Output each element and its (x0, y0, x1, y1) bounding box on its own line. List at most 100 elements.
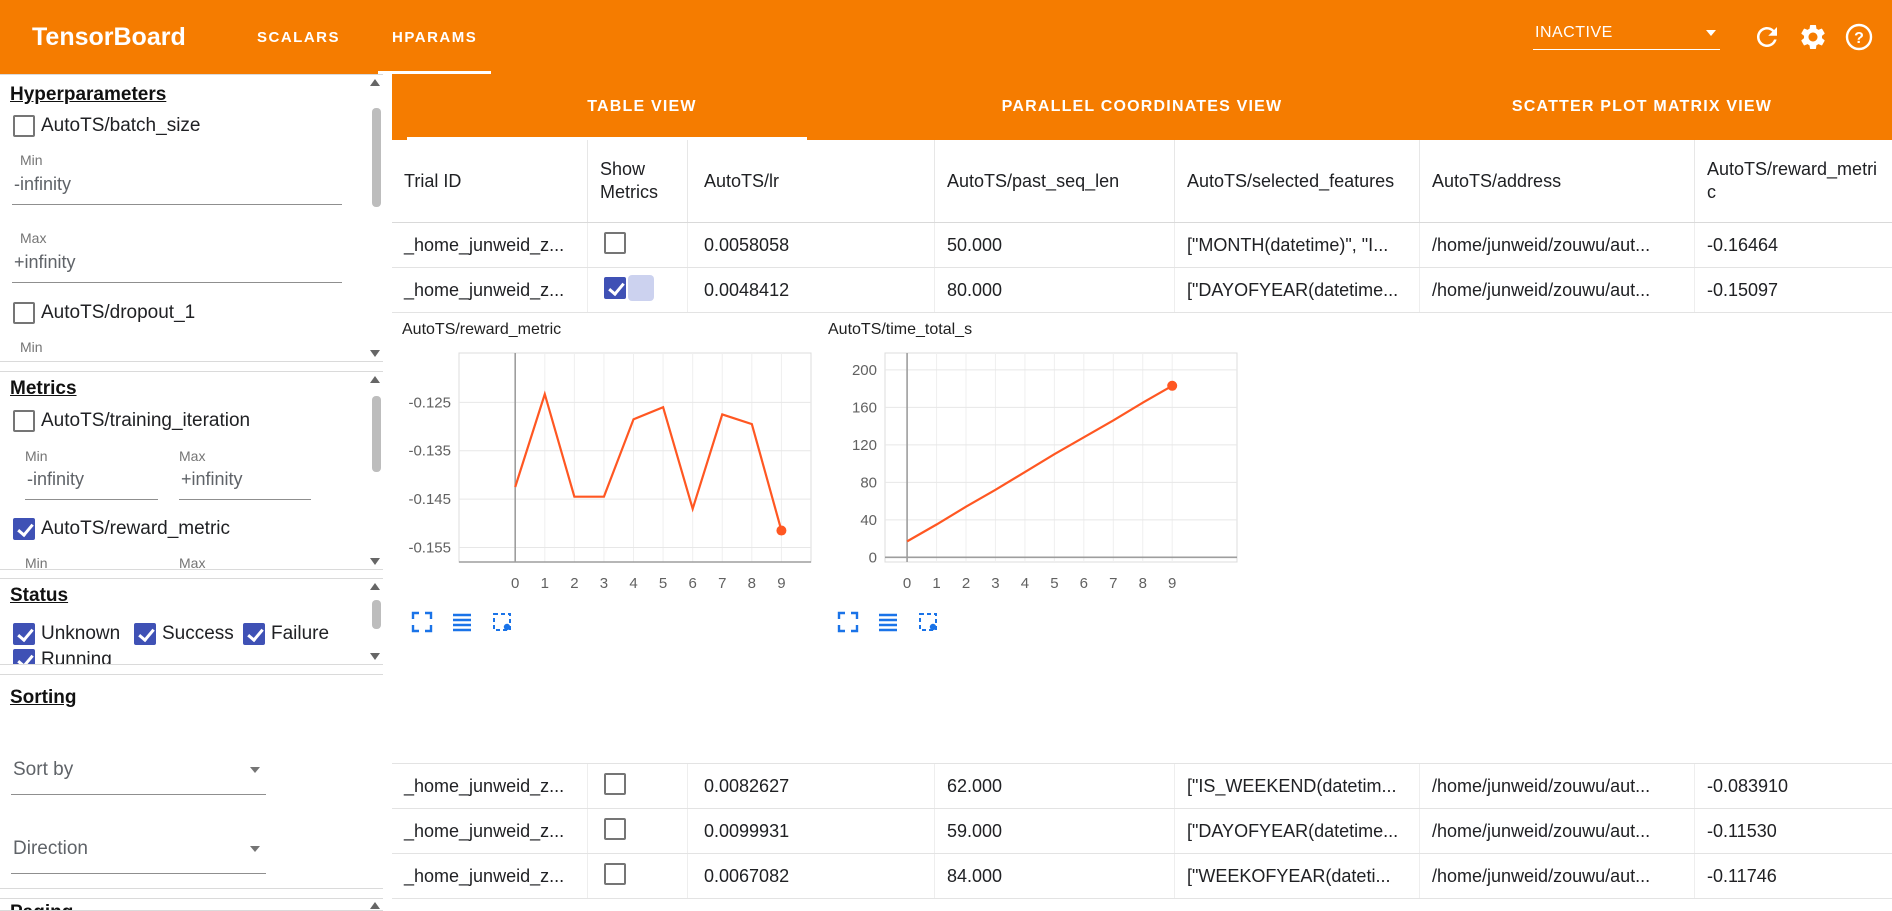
fit-selection-icon[interactable] (490, 610, 514, 634)
scrollbar-thumb[interactable] (372, 396, 381, 472)
reward-metric-chart: AutoTS/reward_metric -0.125 -0.135 -0.145-… (397, 321, 817, 634)
svg-text:7: 7 (1109, 575, 1117, 592)
cell-address: /home/junweid/zouwu/aut... (1420, 854, 1695, 898)
show-metrics-checkbox[interactable] (604, 862, 626, 885)
refresh-icon[interactable] (1750, 20, 1784, 54)
status-failure-label: Failure (271, 623, 330, 644)
chart-toolbar (836, 610, 1243, 634)
show-metrics-checkbox[interactable] (604, 817, 626, 840)
cell-reward-metric: -0.083910 (1707, 775, 1789, 796)
status-unknown-checkbox[interactable] (13, 623, 35, 645)
chart-title: AutoTS/time_total_s (828, 321, 973, 338)
batch-size-checkbox[interactable] (13, 115, 35, 137)
app-header: TensorBoard SCALARS HPARAMS INACTIVE ? (0, 0, 1892, 74)
view-tabs: TABLE VIEW PARALLEL COORDINATES VIEW SCA… (392, 74, 1892, 140)
paging-title: Paging (10, 902, 73, 910)
metrics-title: Metrics (10, 378, 77, 399)
cell-trial-id: _home_junweid_z... (392, 809, 588, 853)
svg-text:40: 40 (860, 512, 877, 529)
cell-selected-features: ["WEEKOFYEAR(dateti... (1175, 854, 1420, 898)
paging-panel: Paging (0, 898, 383, 911)
svg-text:80: 80 (860, 474, 877, 491)
reward-max-label: Max (179, 555, 206, 570)
cell-lr: 0.0082627 (688, 764, 935, 808)
fit-selection-icon[interactable] (916, 610, 940, 634)
checkbox-ripple (628, 274, 654, 301)
status-success-checkbox[interactable] (134, 623, 156, 645)
metric-max-field[interactable]: +infinity (179, 469, 311, 500)
svg-text:?: ? (1854, 30, 1864, 47)
batch-size-min-field[interactable]: -infinity (12, 174, 342, 205)
view-data-icon[interactable] (876, 610, 900, 634)
scroll-up-icon[interactable] (370, 583, 380, 590)
tab-scalars[interactable]: SCALARS (257, 28, 341, 46)
sorting-title: Sorting (10, 687, 77, 708)
status-running-checkbox[interactable] (13, 649, 35, 664)
svg-text:9: 9 (777, 575, 785, 592)
batch-size-max-field[interactable]: +infinity (12, 252, 342, 283)
svg-text:1: 1 (541, 575, 549, 592)
tab-table-view[interactable]: TABLE VIEW (392, 74, 892, 140)
scrollbar-thumb[interactable] (372, 600, 381, 629)
batch-size-min-label: Min (20, 152, 43, 168)
show-metrics-checkbox[interactable] (604, 772, 626, 795)
scroll-down-icon[interactable] (370, 653, 380, 660)
fullscreen-icon[interactable] (836, 610, 860, 634)
fullscreen-icon[interactable] (410, 610, 434, 634)
svg-text:-0.125: -0.125 (408, 394, 451, 411)
scroll-down-icon[interactable] (370, 350, 380, 357)
scroll-up-icon[interactable] (370, 376, 380, 383)
chart-title: AutoTS/reward_metric (402, 321, 562, 338)
show-metrics-checkbox[interactable] (604, 276, 626, 299)
dropout-checkbox[interactable] (13, 302, 35, 324)
cell-address: /home/junweid/zouwu/aut... (1420, 268, 1695, 312)
chart-toolbar (410, 610, 817, 634)
cell-past-seq-len: 59.000 (935, 809, 1175, 853)
svg-text:4: 4 (629, 575, 637, 592)
tab-hparams[interactable]: HPARAMS (366, 0, 503, 74)
reward-metric-checkbox[interactable] (13, 518, 35, 540)
col-header-past-seq-len: AutoTS/past_seq_len (935, 140, 1175, 222)
training-iteration-checkbox[interactable] (13, 410, 35, 432)
app-title: TensorBoard (32, 22, 186, 51)
svg-text:3: 3 (600, 575, 608, 592)
tab-parallel-coordinates-view[interactable]: PARALLEL COORDINATES VIEW (1001, 98, 1283, 115)
cell-reward-metric: -0.11746 (1707, 865, 1777, 886)
svg-text:8: 8 (1139, 575, 1147, 592)
chevron-down-icon (250, 846, 260, 852)
scroll-up-icon[interactable] (370, 79, 380, 86)
run-status-dropdown[interactable]: INACTIVE (1533, 24, 1720, 50)
metric-min-field[interactable]: -infinity (25, 469, 158, 500)
direction-dropdown[interactable]: Direction (11, 838, 266, 874)
col-header-lr: AutoTS/lr (688, 140, 935, 222)
svg-text:2: 2 (962, 575, 970, 592)
svg-text:6: 6 (689, 575, 697, 592)
table-row: _home_junweid_z... 0.0067082 84.000 ["WE… (392, 854, 1892, 899)
col-header-reward-metric: AutoTS/reward_metric (1707, 159, 1878, 202)
status-failure-checkbox[interactable] (243, 623, 265, 645)
tab-scatter-plot-matrix-view[interactable]: SCATTER PLOT MATRIX VIEW (1511, 98, 1773, 115)
cell-past-seq-len: 50.000 (935, 223, 1175, 267)
scroll-up-icon[interactable] (370, 902, 380, 909)
scrollbar-thumb[interactable] (372, 108, 381, 207)
svg-text:2: 2 (570, 575, 578, 592)
reward-min-label: Min (25, 555, 48, 570)
svg-text:9: 9 (1168, 575, 1176, 592)
settings-icon[interactable] (1796, 20, 1830, 54)
cell-lr: 0.0099931 (688, 809, 935, 853)
table-header: Trial ID Show Metrics AutoTS/lr AutoTS/p… (392, 140, 1892, 223)
help-icon[interactable]: ? (1842, 20, 1876, 54)
svg-text:0: 0 (903, 575, 911, 592)
view-data-icon[interactable] (450, 610, 474, 634)
metric-max-label: Max (179, 448, 206, 464)
cell-trial-id: _home_junweid_z... (392, 854, 588, 898)
direction-value: Direction (13, 838, 88, 859)
show-metrics-checkbox[interactable] (604, 231, 626, 254)
scroll-down-icon[interactable] (370, 558, 380, 565)
metrics-panel: Metrics AutoTS/training_iteration Min Ma… (0, 371, 383, 570)
table-row: _home_junweid_z... 0.0048412 80.000 ["DA… (392, 268, 1892, 313)
sort-by-dropdown[interactable]: Sort by (11, 759, 266, 795)
svg-text:5: 5 (1050, 575, 1058, 592)
cell-address: /home/junweid/zouwu/aut... (1420, 809, 1695, 853)
svg-text:200: 200 (852, 362, 877, 379)
